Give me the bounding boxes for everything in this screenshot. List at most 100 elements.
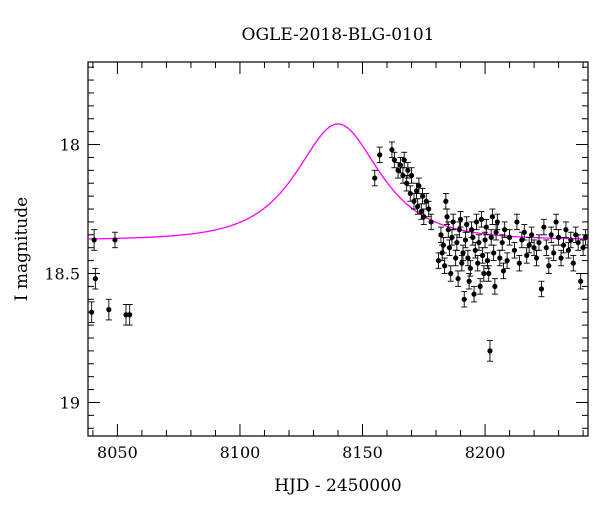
data-marker [127,312,133,318]
data-point [410,193,417,210]
data-marker [553,219,559,225]
data-point [484,252,491,269]
data-marker [551,250,557,256]
data-marker [377,152,383,158]
data-point [442,193,449,210]
data-marker [477,283,483,289]
data-marker [493,229,499,235]
data-marker [464,221,470,228]
x-tick-label: 8050 [97,443,138,462]
data-point [455,270,462,287]
data-point [485,265,492,282]
data-point [463,216,470,233]
data-point [540,218,547,236]
data-point [397,156,404,174]
data-point [479,247,486,264]
data-marker [541,224,547,230]
data-marker [372,175,378,181]
data-marker [457,216,464,222]
data-point [580,239,587,256]
data-point [555,229,562,246]
data-marker [400,172,406,179]
data-point [486,340,493,362]
data-marker [502,227,508,233]
data-point [441,257,448,274]
plot-area: 8050 8100 8150 8200 18 18.5 19 [44,61,589,462]
data-point [467,260,474,277]
data-point [513,213,520,231]
data-marker [438,232,444,238]
data-marker [455,276,461,282]
data-marker [404,180,410,186]
data-point [456,221,463,238]
data-point [457,211,464,228]
data-point [493,224,500,241]
data-point [538,280,545,298]
data-marker [459,260,465,266]
data-marker [560,242,567,248]
data-marker [486,270,492,277]
data-point [535,234,542,251]
data-marker [407,190,413,197]
data-point [126,304,133,326]
data-marker [582,234,588,240]
data-point [404,162,411,179]
data-point [501,221,508,238]
data-marker [521,229,527,235]
data-marker [416,183,422,189]
data-marker [415,203,421,210]
data-marker [481,270,487,277]
data-marker [389,147,395,153]
data-marker [497,255,503,261]
data-point [401,151,408,169]
data-point [567,231,574,249]
data-point [488,229,495,246]
data-point [504,252,511,269]
data-marker [401,157,407,163]
data-point [388,141,395,158]
data-point [550,244,557,262]
data-marker [578,278,584,284]
data-marker [500,268,507,274]
data-marker [395,167,401,173]
data-marker [538,286,545,292]
data-marker [460,250,466,256]
data-marker [405,167,411,173]
data-point [437,226,444,244]
data-marker [575,239,581,246]
x-tick-label: 8100 [220,443,261,462]
data-marker [428,219,434,225]
data-point [489,208,496,225]
data-marker [492,283,498,289]
data-point [461,291,468,308]
x-axis-label: HJD - 2450000 [274,476,402,496]
data-point [483,218,490,236]
data-marker [123,312,129,318]
data-marker [444,214,450,220]
data-marker [397,162,404,168]
data-point [511,242,518,259]
data-marker [487,348,493,354]
data-point [88,301,95,323]
data-point [428,213,435,231]
data-marker [529,232,535,238]
data-point [482,231,489,249]
data-marker [92,276,98,282]
data-point [415,177,422,194]
data-point [471,285,478,303]
data-marker [471,291,477,297]
data-point [452,249,459,267]
data-point [545,257,552,274]
data-marker [467,265,473,271]
data-marker [446,245,453,251]
data-point [531,239,538,256]
x-tick-label: 8200 [465,443,506,462]
data-marker [558,255,564,261]
data-point [458,254,465,272]
data-marker [546,263,552,269]
data-point [562,221,569,238]
data-marker [543,245,549,251]
data-marker [533,255,540,261]
data-marker [494,219,500,225]
